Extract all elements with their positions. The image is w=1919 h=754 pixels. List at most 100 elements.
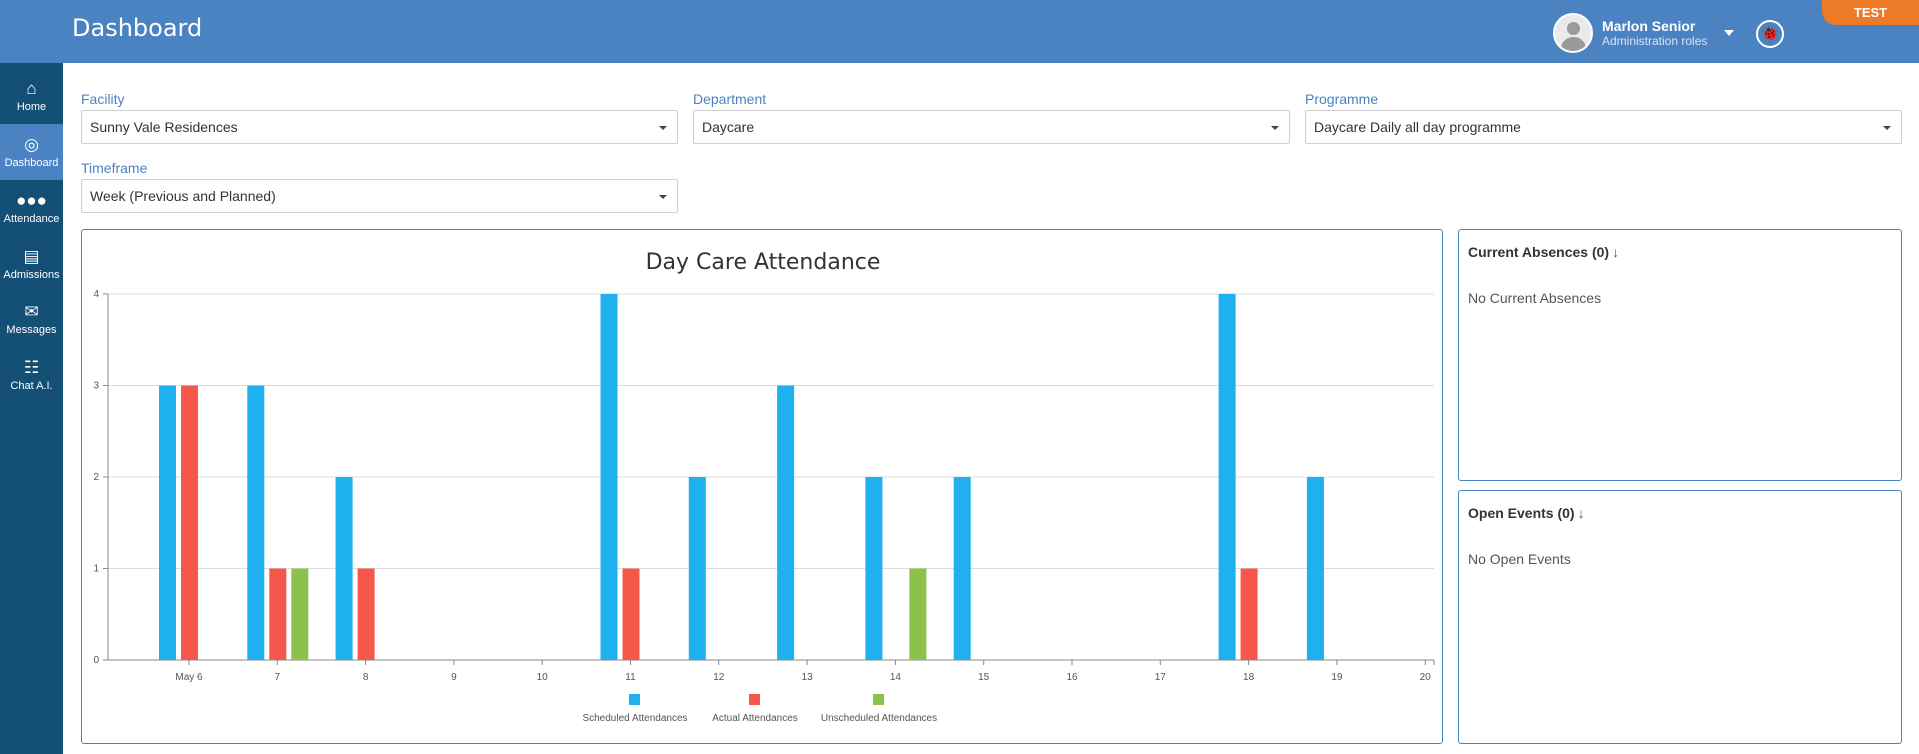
sidebar-item-home[interactable]: ⌂ Home bbox=[0, 68, 63, 124]
sidebar-item-messages[interactable]: ✉ Messages bbox=[0, 291, 63, 347]
current-absences-title[interactable]: Current Absences (0) ↓ bbox=[1468, 244, 1619, 260]
sidebar-item-label: Attendance bbox=[3, 213, 60, 225]
department-select[interactable]: Daycare bbox=[693, 110, 1290, 144]
open-events-panel: Open Events (0) ↓ No Open Events bbox=[1458, 490, 1902, 744]
legend-swatch bbox=[873, 694, 884, 705]
programme-value: Daycare Daily all day programme bbox=[1314, 119, 1521, 135]
sidebar-item-dashboard[interactable]: ◎ Dashboard bbox=[0, 124, 63, 180]
bar-scheduled bbox=[777, 385, 795, 660]
page-title: Dashboard bbox=[72, 14, 203, 42]
y-tick-label: 0 bbox=[93, 655, 99, 666]
x-tick-label: 19 bbox=[1331, 672, 1343, 683]
globe-icon: ◎ bbox=[24, 135, 39, 154]
department-label: Department bbox=[693, 91, 767, 107]
sidebar-item-label: Messages bbox=[6, 324, 57, 336]
bar-scheduled bbox=[247, 385, 265, 660]
caret-down-icon bbox=[659, 126, 667, 130]
facility-value: Sunny Vale Residences bbox=[90, 119, 238, 135]
user-name: Marlon Senior bbox=[1602, 18, 1696, 34]
avatar[interactable] bbox=[1553, 13, 1593, 53]
x-tick-label: 12 bbox=[713, 672, 725, 683]
x-tick-label: 9 bbox=[451, 672, 457, 683]
x-axis: May 6 7 8 9 10 11 12 13 14 15 16 17 18 19 20 bbox=[175, 660, 1435, 683]
bar-scheduled bbox=[865, 477, 883, 660]
y-tick-label: 2 bbox=[93, 472, 99, 483]
bug-report-icon[interactable]: 🐞 bbox=[1756, 20, 1784, 48]
bar-scheduled bbox=[1306, 477, 1324, 660]
open-events-empty: No Open Events bbox=[1468, 551, 1571, 567]
bar-scheduled bbox=[1218, 294, 1236, 660]
sidebar-item-attendance[interactable]: ●●● Attendance bbox=[0, 180, 63, 236]
caret-down-icon bbox=[659, 195, 667, 199]
top-header: Dashboard Marlon Senior Administration r… bbox=[0, 0, 1919, 63]
bar-actual bbox=[622, 568, 640, 660]
sidebar: ⌂ Home ◎ Dashboard ●●● Attendance ▤ Admi… bbox=[0, 63, 63, 754]
bar-scheduled bbox=[600, 294, 618, 660]
sidebar-item-label: Chat A.I. bbox=[10, 380, 53, 392]
y-tick-label: 1 bbox=[93, 564, 99, 575]
open-events-title-text: Open Events (0) bbox=[1468, 505, 1575, 521]
sidebar-item-label: Home bbox=[16, 101, 47, 113]
bar-scheduled bbox=[953, 477, 971, 660]
x-tick-label: 20 bbox=[1420, 672, 1432, 683]
facility-label: Facility bbox=[81, 91, 125, 107]
id-card-icon: ▤ bbox=[23, 247, 40, 266]
bar-scheduled bbox=[335, 477, 353, 660]
programme-label: Programme bbox=[1305, 91, 1379, 107]
x-tick-label: 18 bbox=[1243, 672, 1255, 683]
x-tick-label: 16 bbox=[1066, 672, 1078, 683]
environment-badge: TEST bbox=[1822, 0, 1919, 25]
current-absences-empty: No Current Absences bbox=[1468, 290, 1602, 306]
timeframe-label: Timeframe bbox=[81, 160, 148, 176]
x-tick-label: 15 bbox=[978, 672, 990, 683]
chart-grid bbox=[108, 293, 1434, 661]
x-tick-label: 14 bbox=[890, 672, 902, 683]
home-icon: ⌂ bbox=[26, 79, 37, 98]
bar-actual bbox=[357, 568, 375, 660]
bar-actual bbox=[269, 568, 287, 660]
legend-swatch bbox=[629, 694, 640, 705]
facility-select[interactable]: Sunny Vale Residences bbox=[81, 110, 678, 144]
user-menu[interactable]: Marlon Senior Administration roles bbox=[1553, 13, 1734, 53]
x-tick-label: 7 bbox=[275, 672, 281, 683]
department-value: Daycare bbox=[702, 119, 755, 135]
bar-actual bbox=[1240, 568, 1258, 660]
sidebar-item-label: Admissions bbox=[3, 269, 60, 281]
arrow-down-icon[interactable]: ↓ bbox=[1612, 244, 1620, 260]
current-absences-panel: Current Absences (0) ↓ No Current Absence… bbox=[1458, 229, 1902, 481]
chevron-down-icon[interactable] bbox=[1724, 30, 1734, 36]
x-tick-label: 17 bbox=[1155, 672, 1167, 683]
open-events-title[interactable]: Open Events (0) ↓ bbox=[1468, 505, 1585, 521]
arrow-down-icon[interactable]: ↓ bbox=[1577, 505, 1585, 521]
caret-down-icon bbox=[1883, 126, 1891, 130]
chart-bars bbox=[159, 294, 1324, 660]
bar-unscheduled bbox=[909, 568, 927, 660]
y-axis: 0 1 2 3 4 bbox=[93, 289, 109, 666]
timeframe-select[interactable]: Week (Previous and Planned) bbox=[81, 179, 678, 213]
users-icon: ●●● bbox=[16, 191, 47, 210]
x-tick-label: 11 bbox=[625, 672, 636, 683]
sidebar-item-admissions[interactable]: ▤ Admissions bbox=[0, 236, 63, 292]
x-tick-label: 10 bbox=[537, 672, 549, 683]
user-role: Administration roles bbox=[1602, 34, 1708, 48]
current-absences-title-text: Current Absences (0) bbox=[1468, 244, 1610, 260]
sidebar-item-label: Dashboard bbox=[4, 157, 59, 169]
bar-scheduled bbox=[688, 477, 706, 660]
chart-title: Day Care Attendance bbox=[646, 250, 881, 275]
x-tick-label: May 6 bbox=[175, 672, 203, 683]
x-tick-label: 8 bbox=[363, 672, 369, 683]
bar-scheduled bbox=[159, 385, 176, 660]
sidebar-item-chat-ai[interactable]: ☷ Chat A.I. bbox=[0, 347, 63, 403]
programme-select[interactable]: Daycare Daily all day programme bbox=[1305, 110, 1902, 144]
timeframe-value: Week (Previous and Planned) bbox=[90, 188, 276, 204]
bar-actual bbox=[181, 385, 198, 660]
y-tick-label: 3 bbox=[93, 381, 99, 392]
robot-icon: ☷ bbox=[23, 358, 40, 377]
legend-swatch bbox=[749, 694, 760, 705]
y-tick-label: 4 bbox=[93, 289, 99, 300]
caret-down-icon bbox=[1271, 126, 1279, 130]
legend-label: Actual Attendances bbox=[712, 713, 798, 724]
chart-legend[interactable]: Scheduled Attendances Actual Attendances U… bbox=[582, 694, 937, 724]
